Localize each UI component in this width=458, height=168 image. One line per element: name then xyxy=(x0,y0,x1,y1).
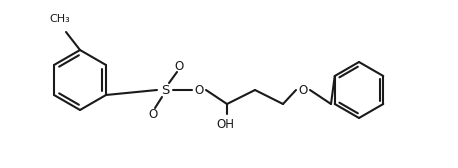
Text: O: O xyxy=(174,59,184,73)
Text: O: O xyxy=(148,108,158,120)
Text: O: O xyxy=(298,83,308,96)
Text: O: O xyxy=(194,83,204,96)
Text: CH₃: CH₃ xyxy=(49,14,71,24)
Text: OH: OH xyxy=(216,118,234,131)
Text: S: S xyxy=(161,83,169,96)
